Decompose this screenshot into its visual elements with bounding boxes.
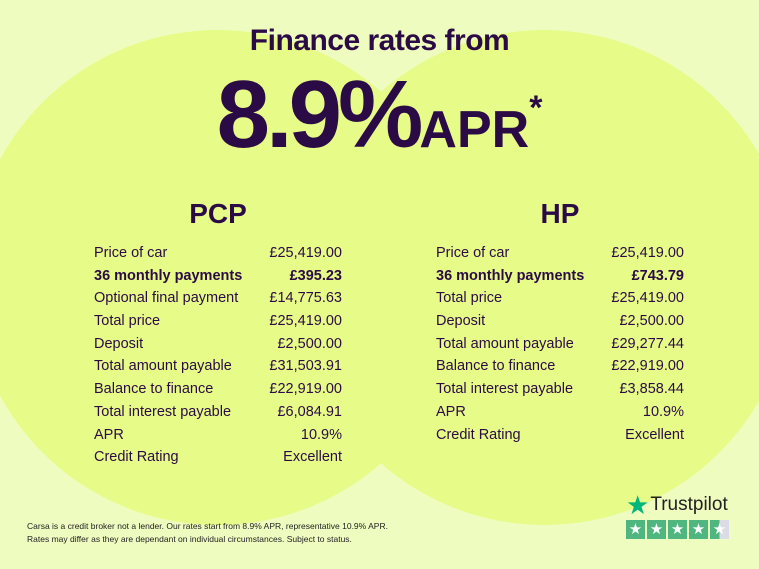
row-label: Optional final payment bbox=[94, 290, 239, 307]
row-label: Price of car bbox=[436, 245, 510, 261]
row-label: Credit Rating bbox=[436, 426, 521, 443]
table-row: Total price £25,419.00 bbox=[436, 287, 684, 310]
trustpilot-rating: ★ ★ ★ ★ ★ bbox=[626, 520, 729, 539]
disclaimer: Carsa is a credit broker not a lender. O… bbox=[27, 520, 388, 545]
row-value: 10.9% bbox=[300, 426, 342, 443]
apr-label: APR bbox=[419, 101, 530, 159]
disclaimer-line-2: Rates may differ as they are dependant o… bbox=[27, 533, 352, 544]
row-value: £25,419.00 bbox=[611, 245, 684, 261]
row-label: Total interest payable bbox=[436, 381, 574, 398]
row-label: Deposit bbox=[436, 313, 486, 330]
rate-value: 8.9% bbox=[216, 61, 424, 168]
table-row: 36 monthly payments £743.79 bbox=[436, 265, 684, 288]
pcp-table: PCP Price of car £25,419.00 36 monthly pay… bbox=[94, 198, 342, 469]
row-label: Total price bbox=[436, 290, 503, 307]
row-value: £395.23 bbox=[289, 267, 342, 284]
trustpilot-label: Trustpilot bbox=[650, 494, 728, 515]
table-row: Balance to finance £22,919.00 bbox=[436, 355, 684, 378]
row-label: Total price bbox=[94, 313, 161, 330]
table-row: Credit Rating Excellent bbox=[436, 424, 684, 447]
row-label: Total interest payable bbox=[94, 403, 232, 420]
table-row: Total interest payable £6,084.91 bbox=[94, 401, 342, 424]
row-value: £25,419.00 bbox=[611, 290, 684, 307]
decorative-circle-right bbox=[297, 30, 759, 525]
pcp-title: PCP bbox=[189, 198, 247, 229]
trustpilot-logo: ★ Trustpilot bbox=[626, 490, 729, 520]
row-label: 36 monthly payments bbox=[436, 267, 585, 284]
table-row: Balance to finance £22,919.00 bbox=[94, 378, 342, 401]
rating-star-icon: ★ bbox=[710, 520, 729, 539]
row-label: APR bbox=[94, 426, 124, 443]
row-label: Total amount payable bbox=[94, 358, 232, 375]
table-row: Total amount payable £31,503.91 bbox=[94, 355, 342, 378]
table-row: APR 10.9% bbox=[94, 424, 342, 447]
page-title: Finance rates from bbox=[249, 24, 510, 57]
row-label: Price of car bbox=[94, 245, 168, 261]
hp-title: HP bbox=[540, 198, 580, 229]
table-row: Total price £25,419.00 bbox=[94, 310, 342, 333]
row-value: £743.79 bbox=[631, 267, 684, 284]
row-value: £3,858.44 bbox=[619, 381, 684, 398]
row-value: £22,919.00 bbox=[611, 358, 684, 375]
row-value: £22,919.00 bbox=[269, 381, 342, 398]
row-label: Deposit bbox=[94, 335, 144, 352]
headline-rate: 8.9%APR* bbox=[0, 60, 759, 170]
star-icon: ★ bbox=[626, 490, 650, 520]
table-row: 36 monthly payments £395.23 bbox=[94, 265, 342, 288]
row-value: Excellent bbox=[625, 426, 684, 443]
table-row: Price of car £25,419.00 bbox=[436, 242, 684, 265]
row-label: APR bbox=[436, 403, 466, 420]
table-row: Optional final payment £14,775.63 bbox=[94, 287, 342, 310]
table-row: Deposit £2,500.00 bbox=[436, 310, 684, 333]
row-value: £2,500.00 bbox=[619, 313, 684, 330]
row-label: Credit Rating bbox=[94, 449, 179, 466]
row-value: £2,500.00 bbox=[277, 335, 342, 352]
rating-star-icon: ★ bbox=[689, 520, 708, 539]
row-value: £6,084.91 bbox=[277, 403, 342, 420]
table-row: Total amount payable £29,277.44 bbox=[436, 333, 684, 356]
asterisk: * bbox=[529, 89, 543, 127]
rating-star-icon: ★ bbox=[626, 520, 645, 539]
table-row: APR 10.9% bbox=[436, 401, 684, 424]
row-value: 10.9% bbox=[642, 403, 684, 420]
disclaimer-line-1: Carsa is a credit broker not a lender. O… bbox=[27, 521, 388, 531]
table-row: Price of car £25,419.00 bbox=[94, 242, 342, 265]
row-value: £25,419.00 bbox=[269, 245, 342, 261]
row-value: Excellent bbox=[283, 449, 342, 466]
hp-table: HP Price of car £25,419.00 36 monthly paym… bbox=[436, 198, 684, 446]
table-row: Deposit £2,500.00 bbox=[94, 333, 342, 356]
row-value: £25,419.00 bbox=[269, 313, 342, 330]
row-value: £29,277.44 bbox=[611, 335, 684, 352]
trustpilot-badge[interactable]: ★ Trustpilot ★ ★ ★ ★ ★ bbox=[626, 490, 729, 539]
row-value: £14,775.63 bbox=[269, 290, 342, 307]
row-label: Balance to finance bbox=[436, 358, 556, 375]
row-label: Total amount payable bbox=[436, 335, 574, 352]
table-row: Total interest payable £3,858.44 bbox=[436, 378, 684, 401]
table-row: Credit Rating Excellent bbox=[94, 446, 342, 469]
rating-star-icon: ★ bbox=[668, 520, 687, 539]
row-value: £31,503.91 bbox=[269, 358, 342, 375]
rating-star-icon: ★ bbox=[647, 520, 666, 539]
row-label: Balance to finance bbox=[94, 381, 214, 398]
row-label: 36 monthly payments bbox=[94, 267, 243, 284]
